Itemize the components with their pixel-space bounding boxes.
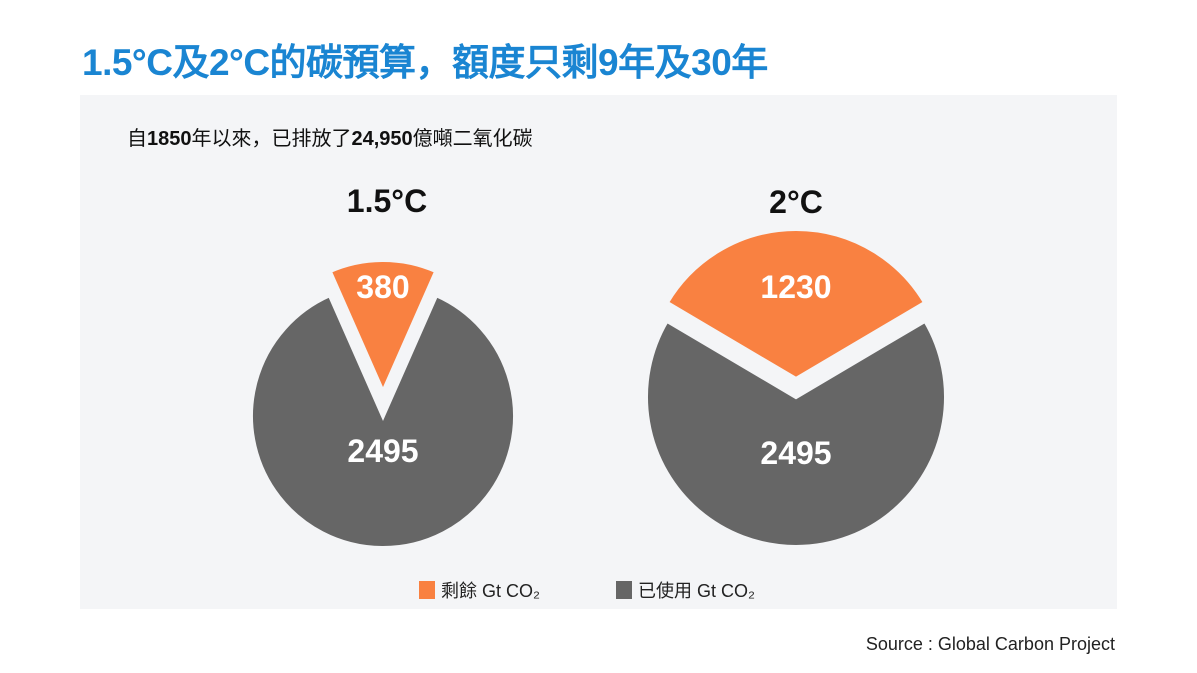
pie-slice-remaining [327,258,439,397]
source-note: Source : Global Carbon Project [865,634,1115,654]
pie-title: 1.5°C [347,183,427,219]
data-label: 2495 [347,433,418,469]
legend-swatch-remaining [419,581,435,599]
legend-item-used: 已使用 Gt CO₂ [616,577,755,603]
pie-slice-used [249,292,517,550]
data-label: 380 [356,269,409,305]
page-title: 1.5°C及2°C的碳預算，額度只剩9年及30年 [82,42,768,83]
chart-panel [80,95,1117,609]
pie-slice-remaining [664,227,928,382]
data-label: 2495 [760,435,831,471]
data-label: 1230 [760,269,831,305]
legend-swatch-used [616,581,632,599]
legend-label: 已使用 Gt CO₂ [638,581,755,601]
pie-slice-used [644,317,948,549]
legend-label: 剩餘 Gt CO₂ [441,581,540,601]
pie-title: 2°C [769,184,823,220]
legend-item-remaining: 剩餘 Gt CO₂ [419,577,540,603]
subtitle: 自1850年以來，已排放了24,950億噸二氧化碳 [127,128,533,150]
